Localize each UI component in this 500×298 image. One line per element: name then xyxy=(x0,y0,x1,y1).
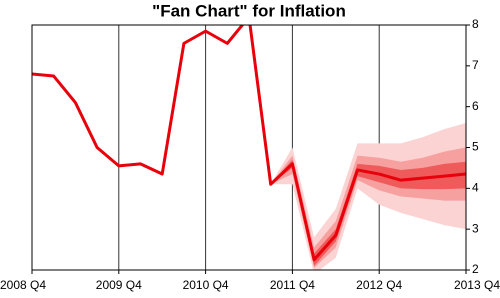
chart-title: "Fan Chart" for Inflation xyxy=(152,1,346,20)
x-tick-label: 2011 Q4 xyxy=(270,278,315,292)
y-tick-label: 3 xyxy=(472,221,479,235)
y-tick-label: 2 xyxy=(472,262,479,276)
y-tick-label: 7 xyxy=(472,58,479,72)
y-tick-label: 5 xyxy=(472,140,479,154)
x-tick-label: 2013 Q4 xyxy=(454,278,500,292)
y-tick-label: 6 xyxy=(472,99,479,113)
x-tick-label: 2008 Q4 xyxy=(0,278,46,292)
plot-area xyxy=(32,25,466,270)
fan-band xyxy=(270,159,466,266)
y-tick-label: 4 xyxy=(472,181,479,195)
x-tick-label: 2012 Q4 xyxy=(356,278,402,292)
x-tick-label: 2010 Q4 xyxy=(183,278,229,292)
series-line xyxy=(32,25,466,262)
x-tick-label: 2009 Q4 xyxy=(96,278,142,292)
y-tick-label: 8 xyxy=(472,17,479,31)
